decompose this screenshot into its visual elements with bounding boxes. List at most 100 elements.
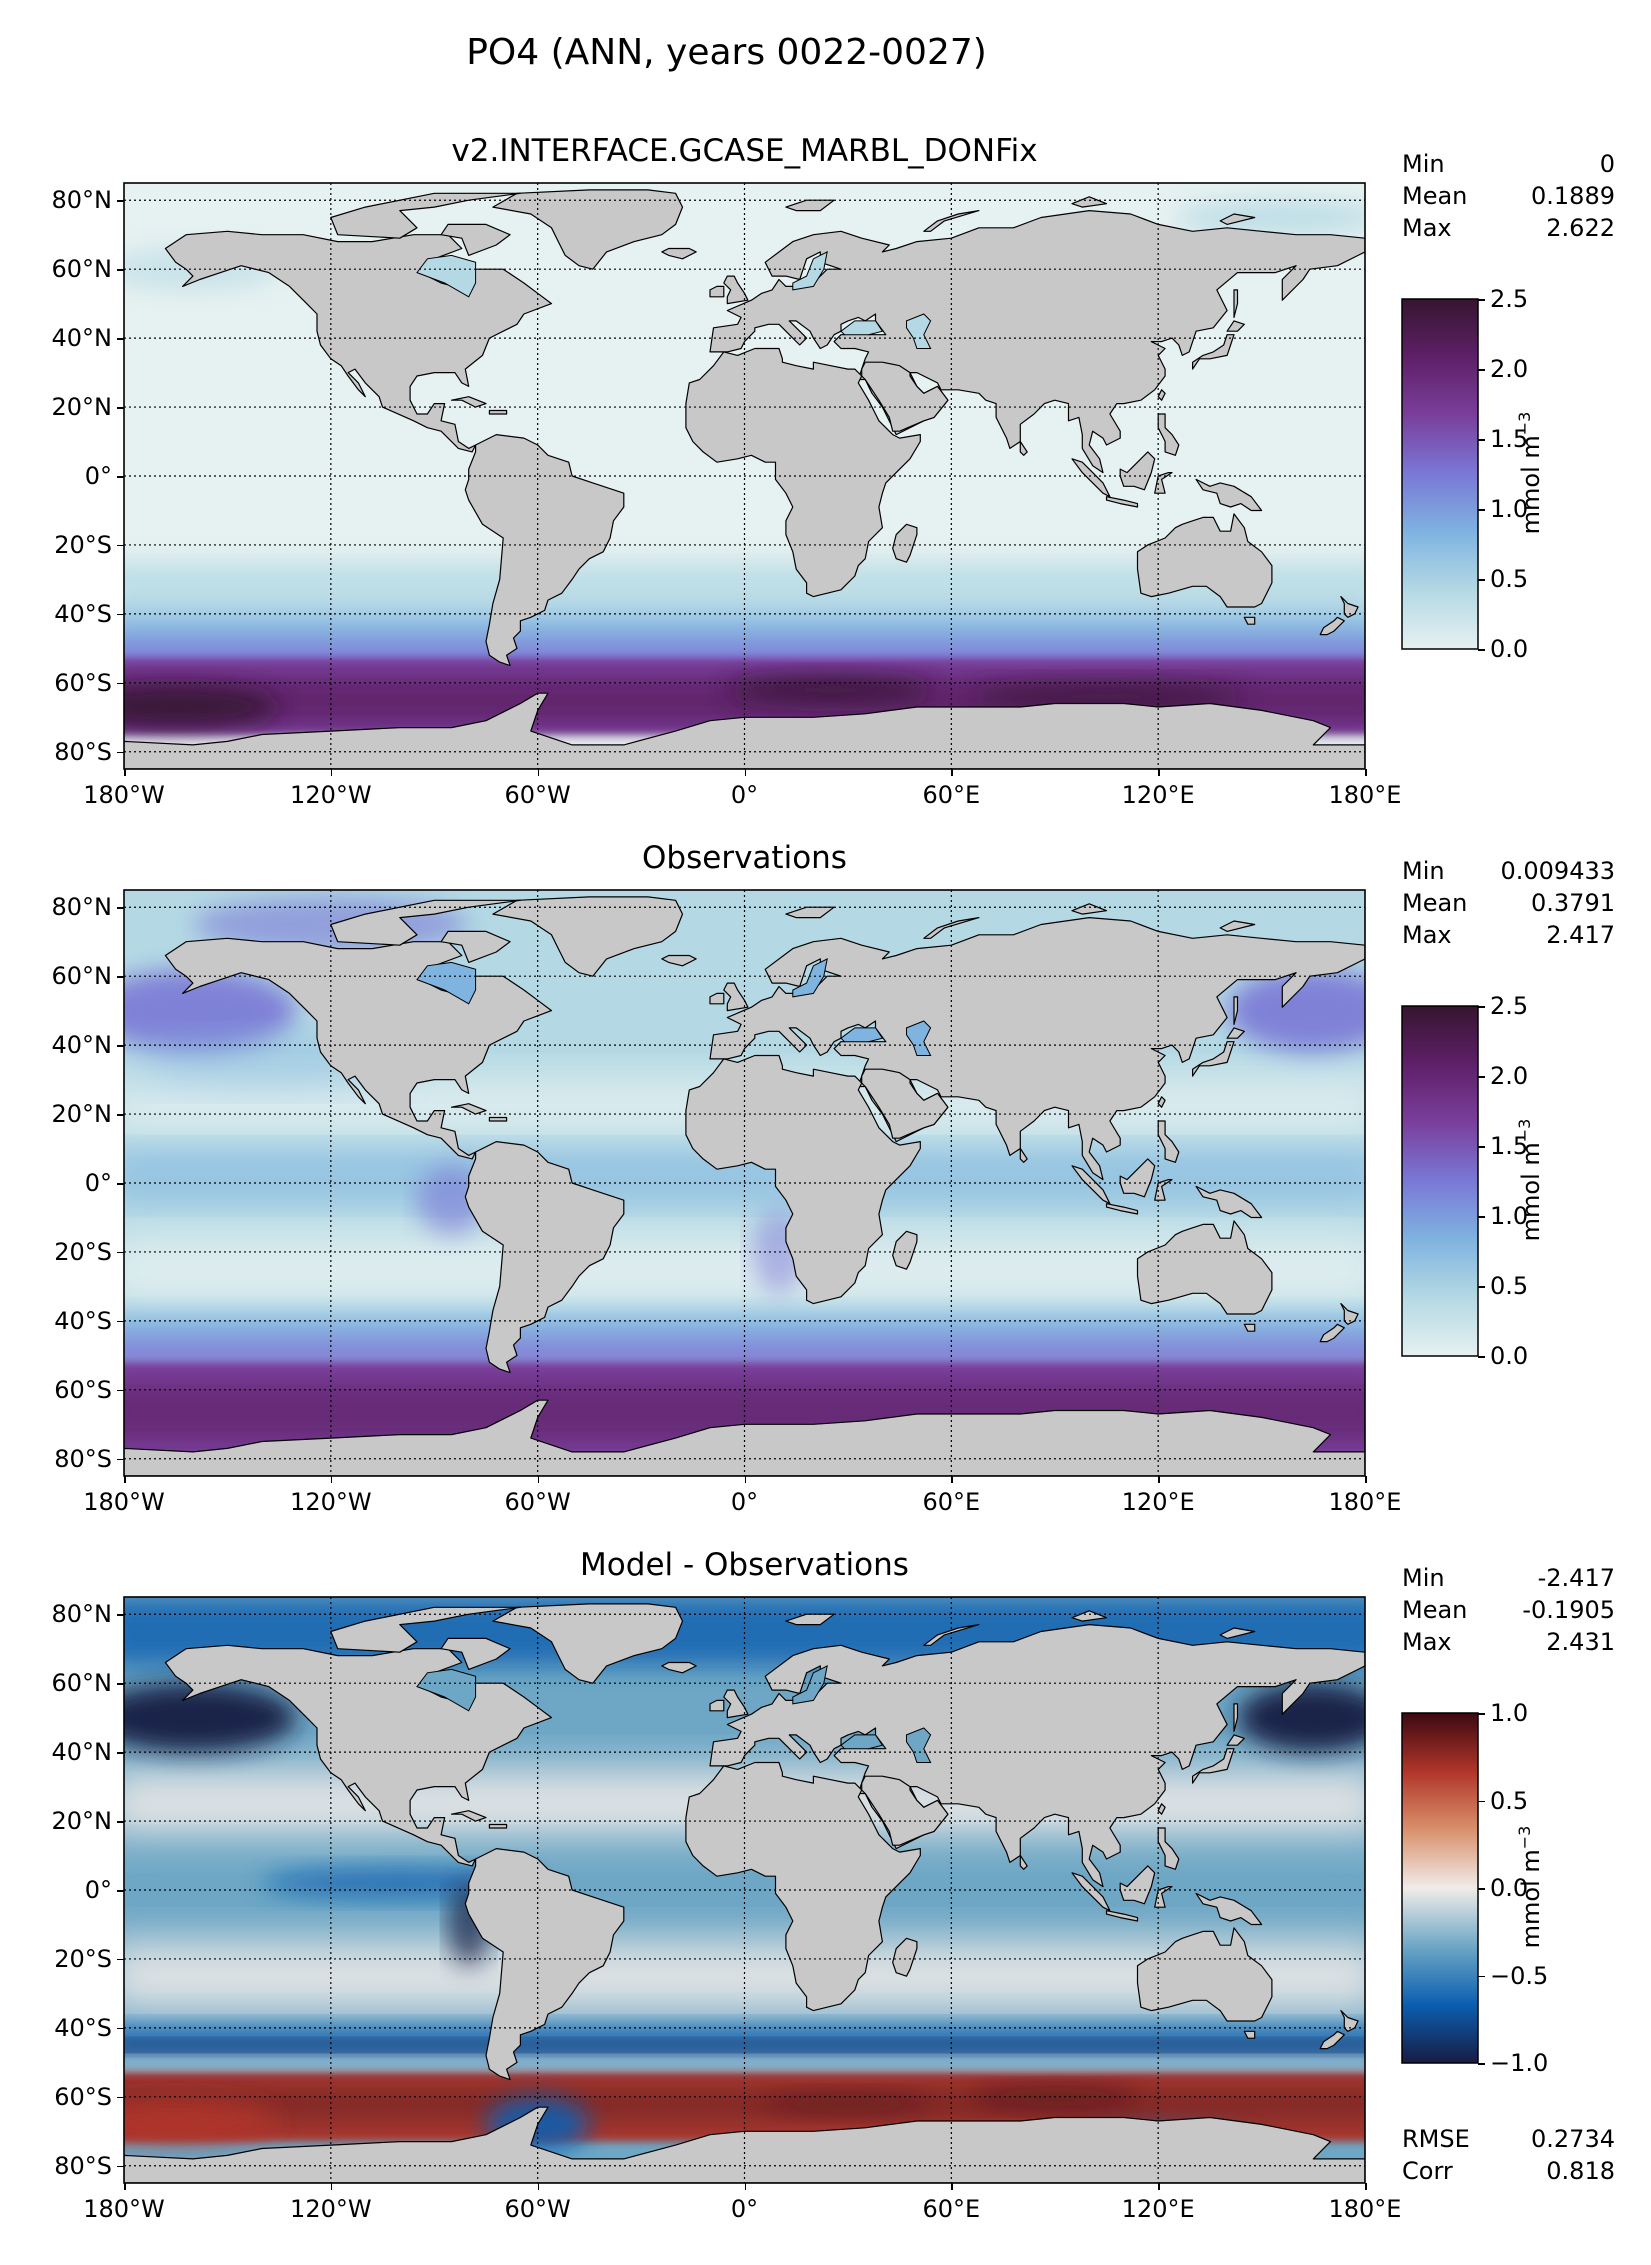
water-black-sea [840,1734,884,1750]
lat-tick [117,1389,124,1392]
graticule [124,1597,1365,2183]
lon-tick-label: 120°W [290,2195,372,2223]
land-sri-lanka [1019,1854,1028,1870]
stat-max-value: 2.622 [1546,214,1615,242]
land-victoria-ellesmere [330,1606,521,1653]
water-baltic [792,250,828,291]
land-victoria-ellesmere [330,192,521,239]
land-iceland [661,954,697,967]
lat-tick-label: 60°S [54,668,112,697]
lat-tick [117,2096,124,2099]
colorbar-tick [1478,1216,1485,1218]
units-exponent: −3 [1515,411,1534,436]
stat-min-value: -2.417 [1537,1564,1615,1592]
lon-tick [1158,2183,1160,2190]
colorbar-tick-label: 0.5 [1490,1272,1529,1300]
lon-tick [124,2183,126,2190]
map-panel-1 [123,182,1366,770]
land-severnaya [1071,196,1108,208]
lat-tick [117,613,124,616]
units-base: mmol m [1517,1849,1545,1949]
stat-min-label: Min [1402,1564,1445,1592]
lat-tick-label: 40°N [51,1031,113,1060]
land-south-america [464,434,625,667]
panel-title: Model - Observations [580,1547,909,1583]
lon-tick [1365,2183,1367,2190]
lat-tick [117,544,124,547]
colorbar-tick [1478,1975,1485,1977]
lon-tick [744,2183,746,2190]
water-hudson-bay [416,254,477,298]
lon-tick [951,1476,953,1483]
colorbar-tick-label: −1.0 [1490,2049,1549,2077]
lat-tick-label: 60°N [51,255,113,284]
lat-tick [117,1958,124,1961]
stats-row: Max 2.622 [1402,212,1615,244]
land-new-zealand-north [1340,1303,1359,1325]
stats-box: Min 0.009433 Mean 0.3791 Max 2.417 [1402,855,1615,951]
colorbar-tick-label: 1.0 [1490,1699,1529,1727]
colorbar-tick [1478,1800,1485,1802]
stat-mean-label: Mean [1402,1596,1468,1624]
lon-tick-label: 120°W [290,781,372,809]
lon-tick-label: 180°E [1328,781,1402,809]
land-new-zealand-north [1340,596,1359,618]
lon-tick [951,769,953,776]
lon-tick-label: 120°W [290,1488,372,1516]
lat-tick-label: 20°N [51,1100,113,1129]
lat-tick [117,200,124,202]
map-panel-2 [123,889,1366,1477]
lon-tick-label: 180°W [83,1488,165,1516]
land-eurasia [709,917,1365,1181]
land-japan [1192,1041,1235,1077]
land-taiwan [1157,389,1166,401]
lon-tick-label: 180°W [83,2195,165,2223]
lon-tick [1365,769,1367,776]
land-iceland [661,1661,697,1674]
colorbar [1401,1712,1479,2064]
land-tasmania [1243,2030,1256,2039]
land-british-isles [723,275,749,305]
colorbar-tick [1478,369,1485,371]
colorbar-tick-label: 2.5 [1490,285,1529,313]
water-black-sea [840,320,884,336]
stats-row: Mean 0.3791 [1402,887,1615,919]
land-tasmania [1243,1323,1256,1332]
lon-tick-label: 120°E [1121,781,1195,809]
land-taiwan [1157,1803,1166,1815]
land-new-siberian [1219,213,1256,225]
metric-corr-value: 0.818 [1546,2157,1615,2185]
land-australia [1136,513,1273,608]
stat-max-label: Max [1402,921,1452,949]
land-new-guinea [1195,478,1263,512]
land-sakhalin [1233,996,1239,1025]
land-philippines [1157,1120,1180,1163]
colorbar-tick-label: 1.5 [1490,1132,1529,1160]
land-svalbard [785,199,835,212]
land-svalbard [785,906,835,919]
lon-tick [124,1476,126,1483]
lat-tick [117,338,124,340]
colorbar-tick-label: −0.5 [1490,1961,1549,1990]
lon-tick [330,2183,333,2190]
colorbar-tick-label: 0.0 [1490,1342,1529,1370]
land-ireland [709,992,725,1005]
lat-tick-label: 40°S [54,599,112,628]
land-novaya-zemlya [923,1624,980,1646]
lon-tick-label: 180°W [83,781,165,809]
lon-tick [537,2183,540,2190]
land-south-america [464,1141,625,1374]
lon-tick-label: 60°E [922,1488,981,1516]
units-exponent: −3 [1515,1825,1534,1850]
lat-tick [117,1683,124,1685]
land-cuba [450,1810,487,1822]
colorbar-tick [1478,649,1485,651]
lat-tick [117,1752,124,1754]
land-cuba [450,1103,487,1115]
stats-row: Min 0.009433 [1402,855,1615,887]
land-sakhalin [1233,1703,1239,1732]
water-baltic [792,1664,828,1705]
metric-rmse-value: 0.2734 [1531,2125,1615,2153]
land-antarctica [124,692,1365,769]
land-new-guinea [1195,1892,1263,1926]
